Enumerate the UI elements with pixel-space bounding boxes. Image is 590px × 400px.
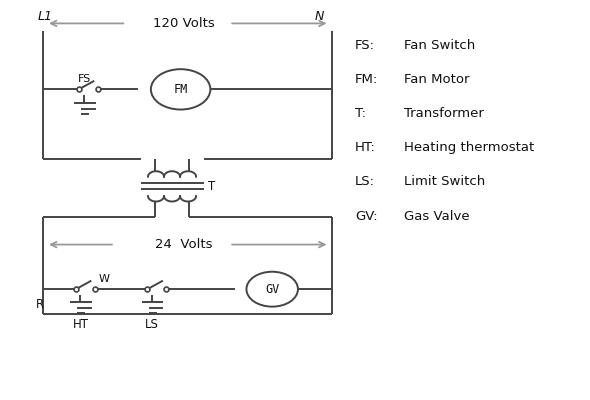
Text: 120 Volts: 120 Volts bbox=[153, 17, 214, 30]
Text: T:: T: bbox=[355, 107, 366, 120]
Text: T: T bbox=[208, 180, 215, 193]
Text: Limit Switch: Limit Switch bbox=[404, 176, 485, 188]
Text: N: N bbox=[315, 10, 324, 23]
Text: Fan Motor: Fan Motor bbox=[404, 73, 469, 86]
Text: LS: LS bbox=[145, 318, 159, 331]
Text: 24  Volts: 24 Volts bbox=[155, 238, 212, 251]
Text: Heating thermostat: Heating thermostat bbox=[404, 141, 534, 154]
Text: Fan Switch: Fan Switch bbox=[404, 39, 475, 52]
Text: LS:: LS: bbox=[355, 176, 375, 188]
Text: GV:: GV: bbox=[355, 210, 378, 223]
Text: HT:: HT: bbox=[355, 141, 376, 154]
Text: R: R bbox=[37, 298, 44, 311]
Text: FM: FM bbox=[173, 83, 188, 96]
Text: FS:: FS: bbox=[355, 39, 375, 52]
Text: HT: HT bbox=[73, 318, 88, 331]
Text: L1: L1 bbox=[38, 10, 53, 23]
Text: FS: FS bbox=[78, 74, 91, 84]
Text: Transformer: Transformer bbox=[404, 107, 484, 120]
Text: W: W bbox=[98, 274, 109, 284]
Text: GV: GV bbox=[265, 283, 279, 296]
Text: Gas Valve: Gas Valve bbox=[404, 210, 470, 223]
Text: FM:: FM: bbox=[355, 73, 378, 86]
